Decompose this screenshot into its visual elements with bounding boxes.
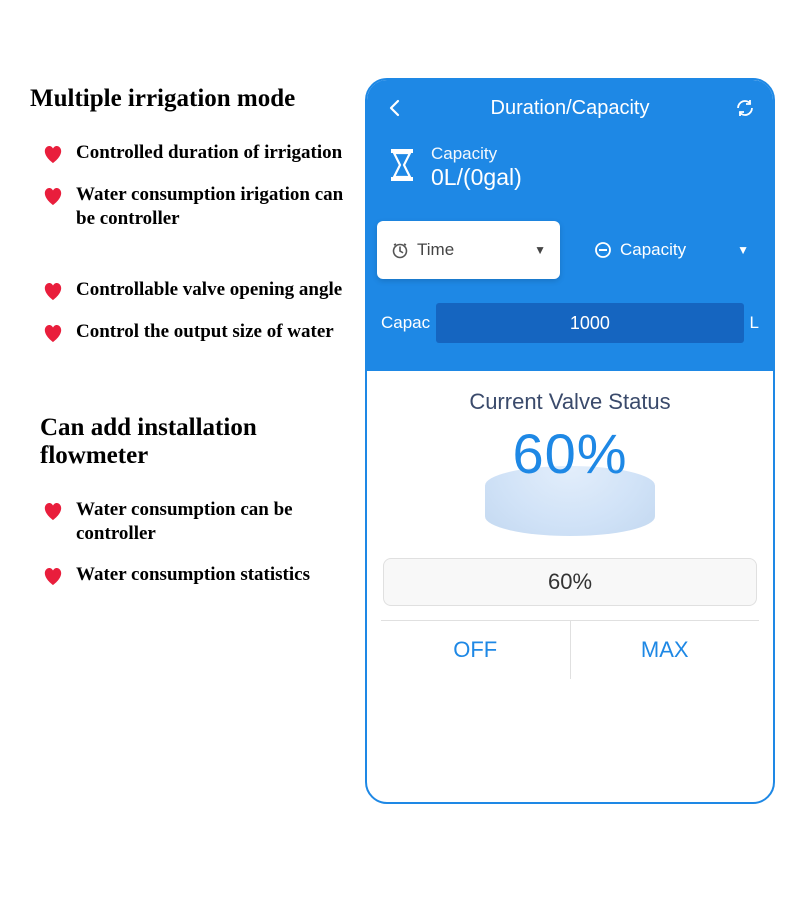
- heart-icon: [42, 566, 64, 586]
- bullet-text: Water consumption statistics: [76, 563, 310, 587]
- bullet-text: Controllable valve opening angle: [76, 278, 342, 302]
- capacity-value: 0L/(0gal): [431, 164, 522, 191]
- app-header: Duration/Capacity: [367, 80, 773, 136]
- heart-icon: [42, 144, 64, 164]
- valve-status-section: Current Valve Status 60% 60% OFF MAX: [367, 371, 773, 679]
- valve-percent-slider[interactable]: 60%: [383, 558, 757, 606]
- phone-mockup: Duration/Capacity Capacity 0L/(0gal) Tim…: [365, 78, 775, 804]
- clock-icon: [391, 241, 409, 259]
- list-item: Controllable valve opening angle: [42, 278, 360, 302]
- heart-icon: [42, 323, 64, 343]
- bullet-list-2: Water consumption can be controller Wate…: [30, 498, 360, 587]
- back-button[interactable]: [381, 94, 409, 122]
- page-title: Duration/Capacity: [491, 97, 650, 120]
- capacity-label: Capacity: [431, 144, 522, 164]
- list-item: Water consumption statistics: [42, 563, 360, 587]
- input-unit: L: [750, 313, 759, 333]
- list-item: Controlled duration of irrigation: [42, 141, 360, 165]
- capacity-input[interactable]: 1000: [436, 303, 743, 343]
- valve-percent-big: 60%: [381, 421, 759, 486]
- list-item: Water consumption irigation can be contr…: [42, 183, 360, 231]
- capacity-icon: [594, 241, 612, 259]
- heart-icon: [42, 186, 64, 206]
- bullet-list-1: Controlled duration of irrigation Water …: [30, 141, 360, 344]
- bullet-text: Water consumption can be controller: [76, 498, 360, 546]
- refresh-button[interactable]: [731, 94, 759, 122]
- tab-time-label: Time: [417, 240, 534, 260]
- bullet-text: Control the output size of water: [76, 320, 334, 344]
- heading-irrigation-modes: Multiple irrigation mode: [30, 85, 360, 113]
- capacity-input-row: Capac 1000 L: [367, 279, 773, 371]
- off-max-row: OFF MAX: [381, 620, 759, 679]
- list-item: Water consumption can be controller: [42, 498, 360, 546]
- tab-capacity-label: Capacity: [620, 240, 737, 260]
- off-button[interactable]: OFF: [381, 621, 571, 679]
- input-label-left: Capac: [381, 313, 430, 333]
- list-item: Control the output size of water: [42, 320, 360, 344]
- capacity-summary: Capacity 0L/(0gal): [367, 136, 773, 205]
- tab-time[interactable]: Time ▼: [377, 221, 560, 279]
- chevron-down-icon: ▼: [534, 243, 546, 257]
- max-button[interactable]: MAX: [571, 621, 760, 679]
- heart-icon: [42, 281, 64, 301]
- tab-capacity[interactable]: Capacity ▼: [580, 221, 763, 279]
- heart-icon: [42, 501, 64, 521]
- hourglass-icon: [387, 147, 417, 188]
- heading-flowmeter: Can add installation flowmeter: [40, 414, 360, 470]
- mode-tabs: Time ▼ Capacity ▼: [367, 205, 773, 279]
- valve-status-title: Current Valve Status: [381, 389, 759, 415]
- chevron-down-icon: ▼: [737, 243, 749, 257]
- bullet-text: Controlled duration of irrigation: [76, 141, 342, 165]
- bullet-text: Water consumption irigation can be contr…: [76, 183, 360, 231]
